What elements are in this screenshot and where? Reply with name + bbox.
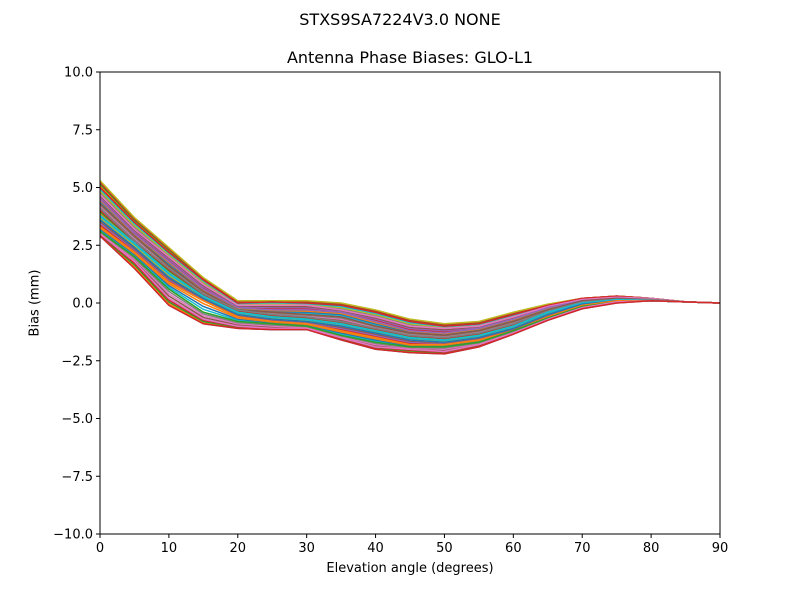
y-tick-label: 10.0 [64,66,93,81]
series-line-s2 [99,186,721,327]
x-tick-label: 0 [96,541,104,556]
series-line-s2-2 [99,183,721,326]
y-tick-label: 7.5 [72,123,93,138]
series-line-s9 [99,226,721,346]
y-tick-label: −10.0 [53,528,93,543]
y-tick-label: 0.0 [72,297,93,312]
figure-suptitle: STXS9SA7224V3.0 NONE [299,10,501,29]
x-axis-ticks: 0 10 20 30 40 50 60 70 80 90 [96,534,728,556]
x-tick-label: 40 [367,541,384,556]
x-tick-label: 90 [712,541,729,556]
series-line-s7 [99,214,721,341]
x-tick-label: 30 [298,541,315,556]
x-tick-label: 80 [643,541,660,556]
series-line-s5 [99,203,721,337]
data-series-group [99,180,721,355]
y-tick-label: −7.5 [61,470,93,485]
y-tick-label: 5.0 [72,181,93,196]
series-line-s12 [99,235,721,355]
x-tick-label: 60 [505,541,522,556]
y-tick-label: 2.5 [72,239,93,254]
y-tick-label: −2.5 [61,354,93,369]
series-line-s3 [99,193,721,330]
series-line-s11 [99,233,721,353]
chart-title: Antenna Phase Biases: GLO-L1 [286,48,534,67]
y-axis-ticks: −10.0 −7.5 −5.0 −2.5 0.0 2.5 5.0 7.5 10.0 [53,66,100,543]
x-tick-label: 20 [230,541,247,556]
x-tick-label: 70 [574,541,591,556]
y-tick-label: −5.0 [61,412,93,427]
x-tick-label: 50 [436,541,453,556]
x-axis-label: Elevation angle (degrees) [326,561,494,576]
x-tick-label: 10 [161,541,178,556]
